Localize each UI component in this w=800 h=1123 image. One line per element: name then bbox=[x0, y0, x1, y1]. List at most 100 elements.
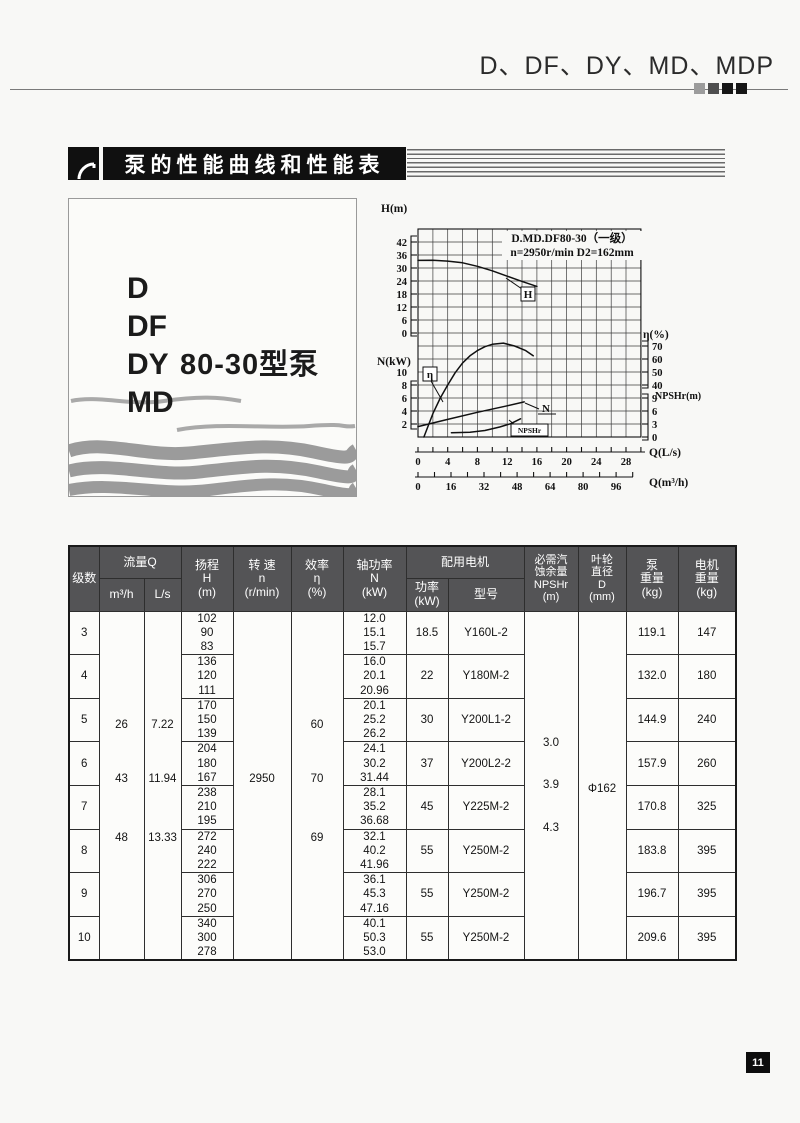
cell-motor-model: Y250M-2 bbox=[447, 915, 525, 961]
qls-axis-tick-label: 16 bbox=[532, 457, 543, 468]
cell-head: 306 270 250 bbox=[180, 872, 234, 917]
cell-motor-weight: 395 bbox=[677, 828, 737, 874]
n-curve-label: N bbox=[542, 403, 550, 415]
cell-pump-weight: 144.9 bbox=[625, 697, 679, 743]
cell-flow-m3h-value: 48 bbox=[115, 831, 128, 844]
h-curve-label: H bbox=[524, 289, 533, 301]
qls-axis-tick-label: 12 bbox=[502, 457, 513, 468]
col-header-flow-group: 流量Q bbox=[98, 545, 182, 579]
cell-stages: 5 bbox=[68, 697, 100, 743]
h-axis-tick-label: 12 bbox=[397, 303, 408, 314]
square-decoration bbox=[736, 83, 747, 94]
n-axis-tick-label: 4 bbox=[402, 407, 408, 418]
qm3h-axis-tick-label: 0 bbox=[415, 482, 420, 493]
cell-flow-ls-value: 7.22 bbox=[151, 718, 174, 731]
h-axis-tick-label: 30 bbox=[397, 264, 408, 275]
plot-border bbox=[417, 228, 642, 438]
cell-motor-power: 22 bbox=[405, 654, 449, 699]
eta-axis-bracket bbox=[642, 340, 649, 389]
pump-curve-chart: D.MD.DF80-30（一级） n=2950r/min D2=162mm 42… bbox=[375, 195, 720, 507]
cell-motor-power: 45 bbox=[405, 784, 449, 830]
cell-head: 136 120 111 bbox=[180, 654, 234, 699]
cell-motor-model: Y200L2-2 bbox=[447, 741, 525, 786]
eta-axis-tick-label: 70 bbox=[652, 342, 663, 353]
npshr-curve-label: NPSHr bbox=[518, 426, 542, 435]
cell-efficiency: 60 70 69 bbox=[290, 610, 344, 961]
cell-flow-m3h-value: 43 bbox=[115, 772, 128, 785]
cell-motor-weight: 180 bbox=[677, 654, 737, 699]
n-axis-tick-label: 10 bbox=[397, 368, 408, 379]
eta-curve-label-box bbox=[422, 366, 438, 382]
qls-axis-tick-label: 0 bbox=[415, 457, 420, 468]
cell-stages: 10 bbox=[68, 915, 100, 961]
h-axis-tick-label: 42 bbox=[397, 238, 408, 249]
col-header-stages: 级数 bbox=[68, 545, 100, 612]
cell-motor-power: 55 bbox=[405, 828, 449, 874]
cell-shaft-power: 40.1 50.3 53.0 bbox=[342, 915, 407, 961]
cell-stages: 8 bbox=[68, 828, 100, 874]
eta-axis-tick-label: 40 bbox=[652, 381, 663, 392]
cell-pump-weight: 119.1 bbox=[625, 610, 679, 656]
n-axis-tick-label: 2 bbox=[402, 420, 407, 431]
section-banner: 泵的性能曲线和性能表 bbox=[68, 147, 725, 180]
header-divider bbox=[10, 89, 788, 90]
cell-motor-model: Y180M-2 bbox=[447, 654, 525, 699]
cell-motor-weight: 260 bbox=[677, 741, 737, 786]
col-header-impeller: 叶轮 直径 D (mm) bbox=[577, 545, 627, 612]
cell-shaft-power: 24.1 30.2 31.44 bbox=[342, 741, 407, 786]
cell-efficiency-value: 70 bbox=[310, 772, 324, 785]
n-axis-bracket bbox=[410, 380, 417, 430]
cell-stages: 9 bbox=[68, 872, 100, 917]
col-header-flow-ls: L/s bbox=[143, 577, 182, 612]
cell-motor-power: 18.5 bbox=[405, 610, 449, 656]
cell-npshr: 3.0 3.9 4.3 bbox=[523, 610, 579, 961]
chart-grid bbox=[417, 228, 642, 438]
banner-stripes-decoration bbox=[407, 149, 725, 178]
qls-axis-tick-label: 24 bbox=[591, 457, 602, 468]
cell-pump-weight: 183.8 bbox=[625, 828, 679, 874]
cell-head: 340 300 278 bbox=[180, 915, 234, 961]
cell-flow-ls: 7.22 11.94 13.33 bbox=[143, 610, 182, 961]
table-row: 6 204 180 167 24.1 30.2 31.44 37 Y200L2-2 157… bbox=[68, 741, 737, 786]
qm3h-axis-tick-label: 16 bbox=[446, 482, 457, 493]
performance-table: 级数 流量Q 扬程 H (m) 转 速 n (r/min) 效率 η (%) 轴… bbox=[68, 545, 737, 962]
col-header-efficiency: 效率 η (%) bbox=[290, 545, 344, 612]
col-header-shaft-power: 轴功率 N (kW) bbox=[342, 545, 407, 612]
cell-shaft-power: 28.1 35.2 36.68 bbox=[342, 784, 407, 830]
cell-npshr-value: 4.3 bbox=[543, 821, 559, 834]
cell-motor-weight: 395 bbox=[677, 872, 737, 917]
cell-efficiency-value: 69 bbox=[310, 831, 324, 844]
cell-motor-weight: 240 bbox=[677, 697, 737, 743]
cell-flow-ls-value: 11.94 bbox=[148, 772, 177, 785]
eta-curve-label: η bbox=[427, 369, 433, 381]
cell-flow-ls-value: 13.33 bbox=[148, 831, 177, 844]
cell-pump-weight: 209.6 bbox=[625, 915, 679, 961]
n-curve-leader bbox=[524, 402, 556, 415]
pump-series-figure: D DF DY MD 80-30型泵 bbox=[68, 198, 357, 497]
col-header-flow-m3h: m³/h bbox=[98, 577, 145, 612]
cell-npshr-value: 3.9 bbox=[543, 778, 559, 791]
cell-motor-model: Y250M-2 bbox=[447, 828, 525, 874]
qls-axis-tick-label: 4 bbox=[445, 457, 451, 468]
npshr-axis-tick-label: 6 bbox=[652, 407, 657, 418]
page-title: D、DF、DY、MD、MDP bbox=[479, 52, 774, 80]
section-title: 泵的性能曲线和性能表 bbox=[103, 147, 406, 180]
cell-shaft-power: 12.0 15.1 15.7 bbox=[342, 610, 407, 656]
cell-motor-weight: 395 bbox=[677, 915, 737, 961]
square-decoration bbox=[694, 83, 705, 94]
cell-pump-weight: 196.7 bbox=[625, 872, 679, 917]
npshr-axis-tick-label: 0 bbox=[652, 433, 657, 444]
table-row: 5 170 150 139 20.1 25.2 26.2 30 Y200L1-2 144.… bbox=[68, 697, 737, 743]
model-name: D bbox=[127, 272, 149, 305]
npshr-axis-tick-label: 3 bbox=[652, 420, 657, 431]
cell-efficiency-value: 60 bbox=[310, 718, 324, 731]
curve-eta bbox=[423, 342, 534, 438]
model-name: DF bbox=[127, 310, 167, 343]
cell-motor-model: Y200L1-2 bbox=[447, 697, 525, 743]
h-axis-bracket bbox=[410, 235, 417, 337]
qm3h-axis-tick-label: 96 bbox=[611, 482, 622, 493]
divider-squares-decoration bbox=[694, 83, 747, 94]
cell-head: 272 240 222 bbox=[180, 828, 234, 874]
cell-motor-power: 55 bbox=[405, 915, 449, 961]
